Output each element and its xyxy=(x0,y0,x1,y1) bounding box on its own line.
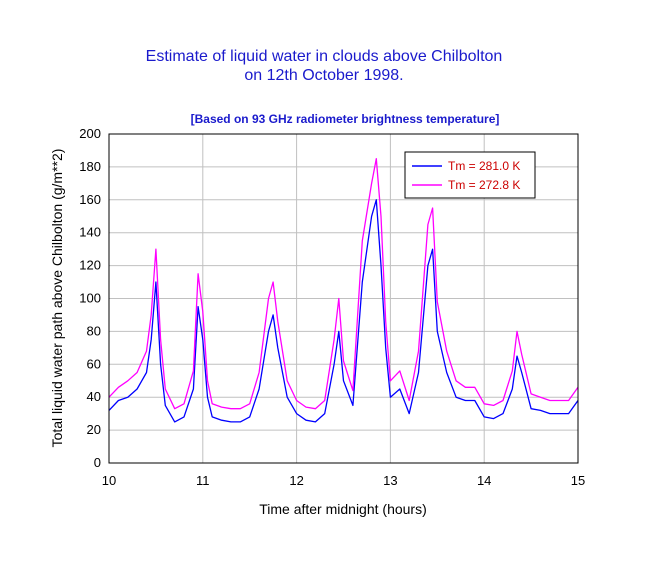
y-tick-label: 40 xyxy=(87,389,101,404)
legend: Tm = 281.0 K Tm = 272.8 K xyxy=(404,151,536,199)
chart-title-line1: Estimate of liquid water in clouds above… xyxy=(145,48,503,65)
y-tick-label: 0 xyxy=(94,455,101,470)
y-axis-label: Total liquid water path above Chilbolton… xyxy=(49,149,65,448)
y-tick-label: 80 xyxy=(87,323,101,338)
x-tick-label: 15 xyxy=(571,473,585,488)
x-tick-label: 13 xyxy=(383,473,397,488)
series-layer xyxy=(108,158,579,423)
chart-title-line2: on 12th October 1998. xyxy=(244,67,404,84)
series-line-2 xyxy=(108,158,579,410)
x-tick-label: 12 xyxy=(289,473,303,488)
y-tick-label: 180 xyxy=(79,159,101,174)
y-tick-label: 160 xyxy=(79,192,101,207)
series-line-1 xyxy=(108,199,579,423)
chart-subtitle: [Based on 93 GHz radiometer brightness t… xyxy=(190,112,500,126)
legend-label-series2: Tm = 272.8 K xyxy=(448,178,520,192)
y-tick-label: 60 xyxy=(87,356,101,371)
tick-labels: 0 20 40 60 80 100 120 140 160 180 200 10 11 12 13 14 15 xyxy=(79,126,585,488)
y-tick-label: 100 xyxy=(79,291,101,306)
x-axis-label: Time after midnight (hours) xyxy=(259,501,427,517)
x-tick-label: 14 xyxy=(477,473,491,488)
legend-label-series1: Tm = 281.0 K xyxy=(448,159,520,173)
y-tick-label: 140 xyxy=(79,225,101,240)
x-tick-label: 11 xyxy=(196,473,210,488)
y-tick-label: 120 xyxy=(79,258,101,273)
plot-area-frame xyxy=(108,133,579,464)
x-tick-label: 10 xyxy=(102,473,116,488)
legend-box xyxy=(404,151,536,199)
y-tick-label: 200 xyxy=(79,126,101,141)
y-tick-label: 20 xyxy=(87,422,101,437)
